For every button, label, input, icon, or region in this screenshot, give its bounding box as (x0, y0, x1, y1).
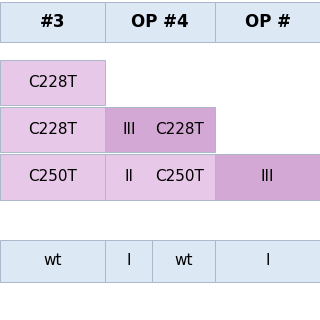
Bar (105, 240, 152, 282)
Text: III: III (261, 170, 274, 184)
Text: C250T: C250T (156, 170, 204, 184)
Bar (0, 154, 105, 200)
Text: OP #: OP # (244, 13, 291, 31)
Text: wt: wt (174, 253, 193, 268)
Text: C228T: C228T (156, 122, 204, 137)
Bar (0, 107, 105, 152)
Bar (105, 2, 215, 42)
Bar (215, 2, 320, 42)
Bar (0, 240, 105, 282)
Text: II: II (125, 170, 134, 184)
Text: III: III (123, 122, 136, 137)
Bar (0, 2, 105, 42)
Text: C250T: C250T (28, 170, 77, 184)
Text: C228T: C228T (28, 122, 77, 137)
Text: C228T: C228T (28, 75, 77, 90)
Bar (152, 240, 215, 282)
Bar (215, 240, 320, 282)
Bar (0, 60, 105, 105)
Bar (215, 154, 320, 200)
Text: wt: wt (43, 253, 62, 268)
Bar (105, 107, 215, 152)
Text: I: I (265, 253, 270, 268)
Bar (105, 154, 215, 200)
Text: #3: #3 (40, 13, 65, 31)
Text: I: I (126, 253, 131, 268)
Text: OP #4: OP #4 (131, 13, 189, 31)
